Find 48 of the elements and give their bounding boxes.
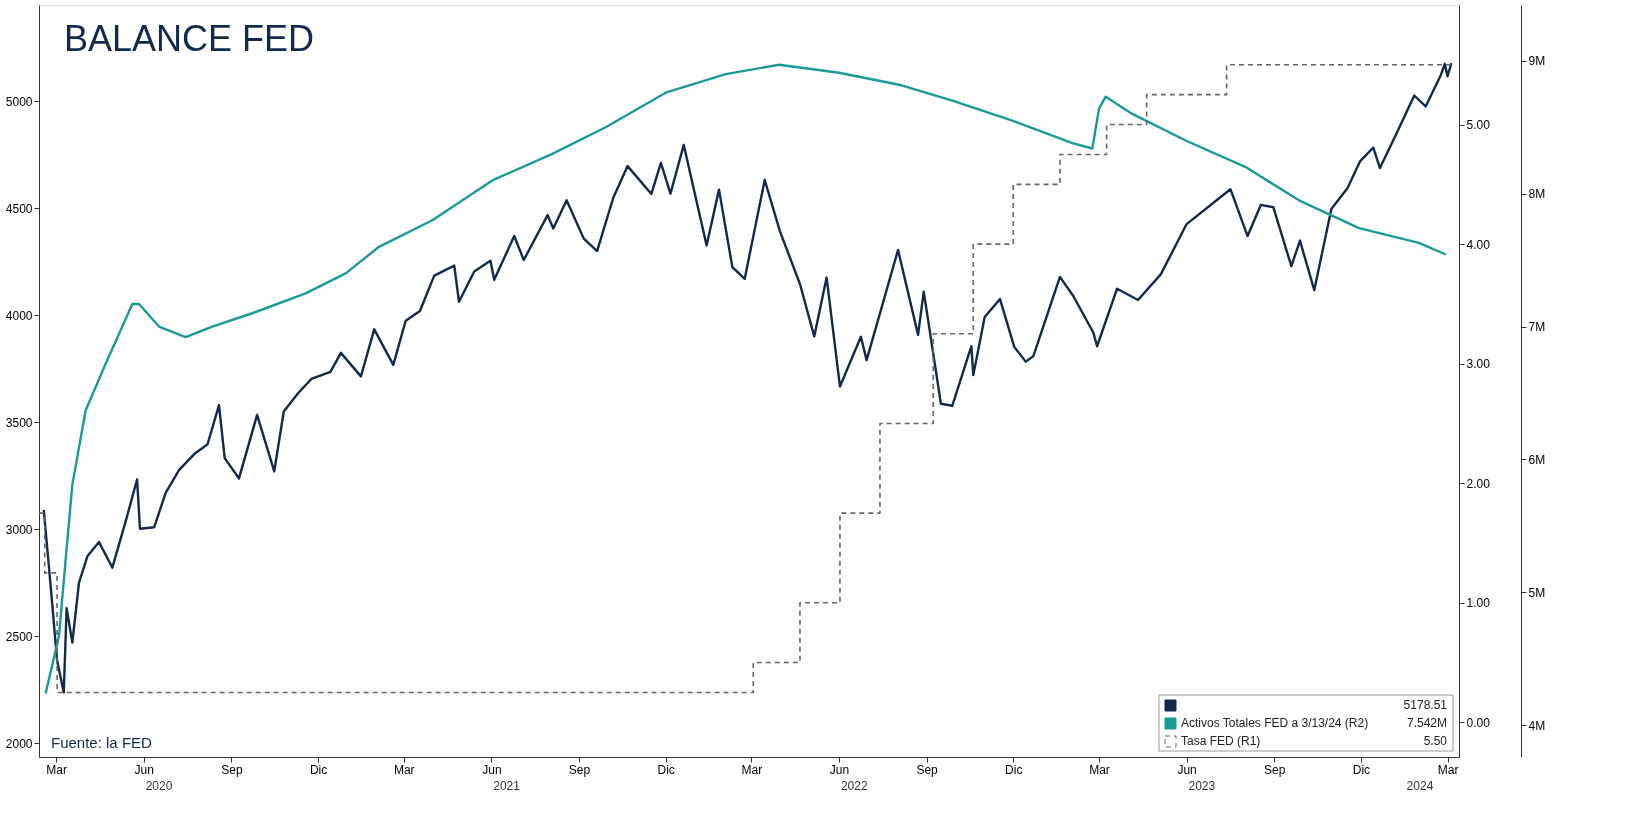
y2-tick-label: 0.00 <box>1466 715 1491 730</box>
annotation: Fuente: la FED <box>51 734 153 751</box>
x-tick-label: Mar <box>393 762 415 777</box>
annotation: 5178.51 <box>1403 698 1448 712</box>
annotation: 7.542M <box>1406 716 1447 730</box>
y-tick-label: 3000 <box>5 522 33 537</box>
y2-tick-label: 4.00 <box>1466 237 1491 252</box>
y3-tick-label: 9M <box>1528 54 1546 69</box>
y-tick-label: 2500 <box>5 629 33 644</box>
x-tick-label: Sep <box>1264 762 1286 777</box>
x2-tick-label: 2024 <box>1406 779 1434 793</box>
y2-tick-label: 2.00 <box>1466 476 1491 491</box>
y3-tick-label: 7M <box>1528 320 1546 335</box>
legend-label: Tasa FED (R1) <box>1181 734 1261 748</box>
x-tick-label: Mar <box>1089 762 1110 777</box>
y2-tick-label: 5.00 <box>1466 118 1491 133</box>
x-tick-label: Sep <box>221 762 243 777</box>
x2-tick-label: 2022 <box>840 779 868 793</box>
chart-title: BALANCE FED <box>64 18 315 59</box>
y2-tick-label: 1.00 <box>1466 596 1491 611</box>
y2-tick-label: 3.00 <box>1466 357 1491 372</box>
x-tick-label: Mar <box>741 762 763 777</box>
y-tick-label: 5000 <box>5 94 33 109</box>
x-tick-label: Sep <box>916 762 939 777</box>
x-tick-label: Dic <box>657 762 675 777</box>
x-tick-label: Jun <box>134 762 154 777</box>
y-tick-label: 4500 <box>5 201 33 216</box>
x-tick-label: Dic <box>309 762 328 777</box>
y3-tick-label: 6M <box>1528 452 1546 467</box>
x-tick-label: Dic <box>1352 762 1371 777</box>
x-tick-label: Mar <box>1437 762 1459 777</box>
x2-tick-label: 2020 <box>145 779 173 793</box>
y-tick-label: 4000 <box>5 308 33 323</box>
y3-tick-label: 8M <box>1528 187 1546 202</box>
y-tick-label: 2000 <box>5 736 33 751</box>
y3-tick-label: 4M <box>1528 718 1546 733</box>
x-tick-label: Dic <box>1005 762 1023 777</box>
x-tick-label: Mar <box>46 762 67 777</box>
y-tick-label: 3500 <box>5 415 33 430</box>
x2-tick-label: 2021 <box>493 779 521 793</box>
x-tick-label: Jun <box>829 762 850 777</box>
x-tick-label: Jun <box>482 762 502 777</box>
x-tick-label: Jun <box>1177 762 1197 777</box>
x-tick-label: Sep <box>568 762 591 777</box>
y3-tick-label: 5M <box>1528 585 1546 600</box>
legend-label: Activos Totales FED a 3/13/24 (R2) <box>1181 716 1369 730</box>
x2-tick-label: 2023 <box>1188 779 1216 793</box>
annotation: 5.50 <box>1423 734 1448 748</box>
